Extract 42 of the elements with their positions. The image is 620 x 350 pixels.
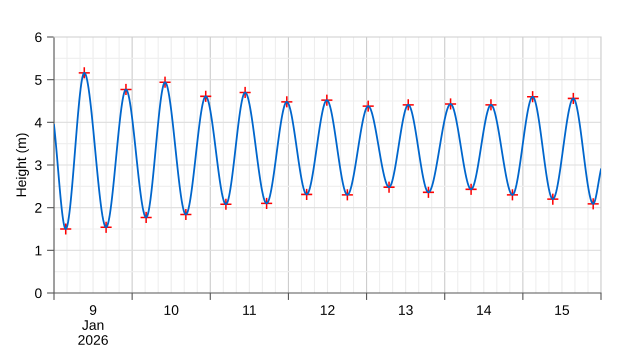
point bbox=[422, 186, 435, 199]
y-tick-label: 5 bbox=[35, 75, 42, 85]
y-axis-title: Height (m) bbox=[16, 133, 29, 196]
x-tick-label: 12 bbox=[320, 305, 335, 315]
point bbox=[260, 197, 273, 210]
point bbox=[120, 83, 132, 96]
x-tick-label: 10 bbox=[164, 305, 178, 316]
point bbox=[382, 180, 396, 194]
point bbox=[484, 98, 498, 112]
point bbox=[567, 92, 580, 105]
point bbox=[320, 94, 334, 106]
y-tick-label: 4 bbox=[34, 118, 42, 128]
point bbox=[220, 198, 232, 211]
point bbox=[402, 98, 415, 112]
point bbox=[526, 90, 539, 104]
y-tick-label: 2 bbox=[35, 203, 42, 213]
point bbox=[140, 211, 152, 224]
y-tick-label: 0 bbox=[35, 288, 42, 298]
point bbox=[546, 192, 560, 206]
point bbox=[444, 98, 457, 110]
point bbox=[586, 198, 600, 210]
y-tick-label: 3 bbox=[35, 160, 42, 170]
point bbox=[238, 86, 252, 99]
point bbox=[180, 208, 192, 221]
point bbox=[506, 188, 519, 202]
point bbox=[158, 76, 172, 89]
point bbox=[280, 96, 294, 108]
point bbox=[59, 222, 72, 236]
point bbox=[78, 66, 91, 80]
x-tick-label: 13 bbox=[398, 305, 413, 316]
y-tick-label: 6 bbox=[35, 32, 42, 42]
y-tick-label: 1 bbox=[36, 246, 42, 256]
point bbox=[341, 188, 354, 202]
x-tick-label: 11 bbox=[243, 305, 256, 315]
point bbox=[464, 183, 478, 196]
x-tick-label: 9 Jan 2026 bbox=[78, 305, 108, 345]
point bbox=[300, 188, 313, 201]
x-tick-label: 14 bbox=[477, 305, 492, 315]
point bbox=[100, 220, 112, 234]
point bbox=[199, 90, 212, 103]
x-tick-label: 15 bbox=[555, 305, 570, 316]
point bbox=[362, 100, 375, 112]
